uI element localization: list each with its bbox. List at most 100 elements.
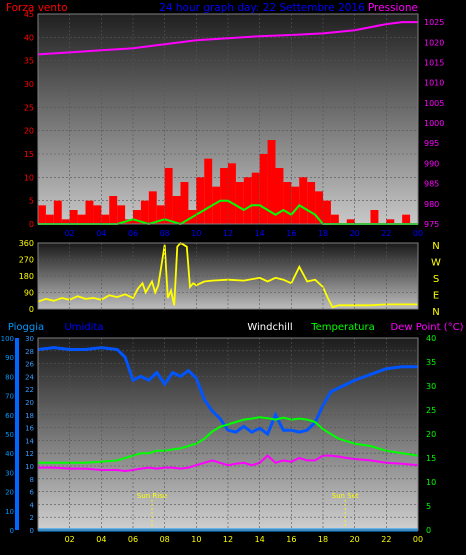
wind-bar [38,205,46,224]
y-left-tick-label: 5 [29,197,34,206]
x-tick-label: 04 [96,229,106,238]
x-tick-label: 04 [96,314,106,323]
wind-bar [101,214,110,224]
x-tick-label: 16 [286,229,296,238]
right-label: Pressione [368,2,418,14]
y-left-tick-label: 40 [24,33,34,42]
y-left-tick-label: 270 [19,256,34,265]
wind-bar [291,186,300,224]
y-right-tick-label: S [433,274,439,285]
y-right-tick-label: E [433,291,439,302]
y-right-tick-label: N [432,241,439,252]
x-tick-label: 08 [160,535,170,544]
y-right-tick-label: 1010 [424,79,444,88]
x-tick-label: 04 [96,535,106,544]
wind-bar [69,210,78,224]
wind-bar [323,200,331,224]
y-humidity-tick-label: 24 [25,373,34,381]
y-left-tick-label: 0 [29,305,34,314]
y-rain-tick-label: 10 [5,508,14,516]
x-tick-label: 06 [128,535,138,544]
temperature-line [38,416,419,464]
x-tick-label: 12 [223,314,233,323]
y-right-tick-label: 1015 [424,58,444,67]
pressure-line [37,21,418,56]
y-rain-tick-label: 40 [5,450,14,458]
wind-bar [148,191,157,224]
y-right-tick-label: 980 [424,200,439,209]
wind-bar [315,191,323,224]
y-humidity-tick-label: 28 [25,348,34,356]
x-tick-label: 10 [191,229,201,238]
y-left-tick-label: 30 [24,80,34,89]
wind-bar [140,200,149,224]
wind-bar [61,219,70,224]
wind-bar [299,177,308,224]
wind-direction-line [37,241,418,309]
series-label: Umidita [64,322,103,333]
panel-frame [37,337,419,531]
series-label: Temperatura [310,322,375,333]
y-right-tick-label: 10 [426,478,436,487]
y-right-tick-label: 15 [426,454,436,463]
y-humidity-tick-label: 6 [30,489,35,497]
y-right-tick-label: 1005 [424,99,444,108]
center-label: 24 hour graph day: 22 Settembre 2016 [159,2,365,14]
y-right-tick-label: 975 [424,220,439,229]
left-label: Forza vento [6,2,68,14]
y-right-tick-label: 5 [426,502,431,511]
wind-bar [196,177,205,224]
y-right-tick-label: 40 [426,334,436,343]
x-tick-label: 18 [318,535,328,544]
wind-bar [77,214,86,224]
wind-bar [220,168,228,224]
x-tick-label: 14 [255,314,265,323]
y-right-tick-label: 990 [424,159,439,168]
x-tick-label: 22 [381,229,391,238]
wind-bar [402,214,411,224]
x-tick-label: 00 [413,314,423,323]
x-tick-label: 16 [286,535,296,544]
x-tick-label: 12 [223,535,233,544]
y-left-tick-label: 0 [29,220,34,229]
y-left-tick-label: 90 [24,289,34,298]
y-rain-tick-label: 80 [5,373,14,381]
wind-bar [45,214,54,224]
x-tick-label: 10 [191,535,201,544]
sun-marker-label: Sun Rise [137,492,167,500]
x-tick-label: 08 [160,229,170,238]
y-humidity-tick-label: 18 [25,412,34,420]
wind-bar [330,214,339,224]
wind-bar [117,205,126,224]
wind-bar [251,172,260,224]
y-right-tick-label: 35 [426,358,436,367]
y-right-tick-label: 985 [424,180,439,189]
y-humidity-tick-label: 22 [25,386,34,394]
y-humidity-tick-label: 30 [25,335,34,343]
y-rain-tick-label: 90 [5,354,14,362]
wind-bar [125,219,133,224]
x-tick-label: 10 [191,314,201,323]
y-right-tick-label: 1025 [424,18,444,27]
sun-marker-label: Sun Set [332,492,359,500]
humidity-line [37,346,418,437]
y-humidity-tick-label: 20 [25,399,34,407]
y-left-tick-label: 10 [24,173,34,182]
wind-bar [164,168,173,224]
y-right-tick-label: N [432,307,439,318]
x-tick-label: 22 [381,314,391,323]
wind-bar [259,154,268,224]
series-label: Pioggia [8,322,44,333]
y-left-tick-label: 15 [24,150,34,159]
y-humidity-tick-label: 12 [25,450,34,458]
y-rain-tick-label: 60 [5,412,14,420]
wind-bar [109,196,118,224]
y-right-tick-label: W [431,258,441,269]
dew-point-line [38,454,419,473]
wind-bar [235,182,244,224]
wind-bar [133,210,141,224]
y-left-tick-label: 360 [19,239,34,248]
x-tick-label: 20 [350,535,360,544]
y-humidity-tick-label: 2 [30,514,34,522]
